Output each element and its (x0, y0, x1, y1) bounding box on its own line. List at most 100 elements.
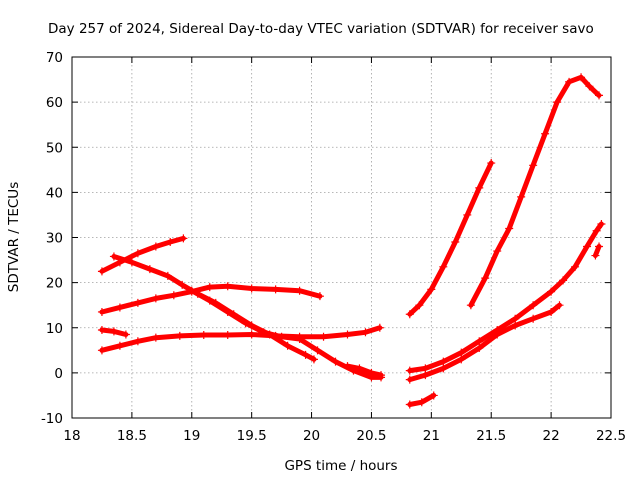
data-point (375, 323, 384, 332)
data-point (127, 258, 136, 267)
y-tick-label: 60 (46, 95, 63, 111)
data-point (247, 284, 256, 293)
data-point (553, 98, 562, 107)
series-s11 (405, 301, 564, 384)
data-point (223, 307, 232, 316)
data-point (405, 375, 414, 384)
data-point (241, 319, 250, 328)
data-point (595, 242, 604, 251)
data-point (223, 330, 232, 339)
data-point (511, 314, 520, 323)
data-point (166, 238, 175, 247)
x-tick-label: 19 (183, 428, 200, 444)
data-point (151, 294, 160, 303)
series-s5 (97, 323, 384, 355)
series-line (189, 288, 384, 380)
series-s10 (405, 219, 606, 375)
data-point (457, 355, 466, 364)
data-point (583, 242, 592, 251)
data-point (367, 368, 376, 377)
chart-title: Day 257 of 2024, Sidereal Day-to-day VTE… (48, 21, 594, 37)
x-tick-label: 22 (543, 428, 560, 444)
series-s9 (466, 73, 604, 310)
data-point (121, 330, 130, 339)
x-tick-label: 18.5 (117, 428, 147, 444)
data-point (343, 362, 352, 371)
data-point (541, 129, 550, 138)
data-point (361, 328, 370, 337)
data-point (405, 366, 414, 375)
series-line (407, 160, 494, 317)
data-point (547, 287, 556, 296)
data-point (199, 330, 208, 339)
data-point (151, 333, 160, 342)
data-point (571, 262, 580, 271)
data-point (405, 310, 414, 319)
data-point (295, 335, 304, 344)
series-s7 (343, 362, 386, 380)
data-point (97, 267, 106, 276)
series-s12 (405, 391, 438, 409)
series-line (468, 74, 602, 308)
data-point (505, 224, 514, 233)
series-line (407, 221, 604, 374)
data-point (517, 192, 526, 201)
data-point (466, 301, 475, 310)
series-s6 (187, 286, 386, 382)
data-point (592, 226, 601, 235)
data-point (451, 238, 460, 247)
data-point (133, 298, 142, 307)
series-s2 (109, 252, 318, 364)
data-point (309, 355, 318, 364)
data-point (178, 280, 187, 289)
y-tick-label: -10 (41, 411, 63, 427)
y-tick-label: 50 (46, 140, 63, 156)
data-point (223, 282, 232, 291)
data-point (457, 348, 466, 357)
data-point (343, 330, 352, 339)
x-tick-label: 20.5 (356, 428, 386, 444)
data-point (187, 286, 196, 295)
data-point (277, 332, 286, 341)
data-point (597, 219, 606, 228)
data-point (511, 321, 520, 330)
series-s4 (97, 326, 130, 339)
data-point (175, 331, 184, 340)
y-tick-label: 40 (46, 185, 63, 201)
data-point (417, 398, 426, 407)
data-point (169, 291, 178, 300)
data-point (427, 285, 436, 294)
data-point (295, 286, 304, 295)
x-tick-label: 21 (423, 428, 440, 444)
x-tick-label: 22.5 (596, 428, 626, 444)
data-point (247, 330, 256, 339)
x-tick-label: 20 (303, 428, 320, 444)
data-point (421, 364, 430, 373)
data-point (97, 326, 106, 335)
data-point (97, 346, 106, 355)
data-point (377, 371, 386, 380)
data-point (151, 242, 160, 251)
data-point (439, 364, 448, 373)
y-axis-label: SDTVAR / TECUs (6, 182, 22, 292)
y-tick-label: 70 (46, 50, 63, 66)
series-s1 (97, 234, 188, 276)
axis-ticks: 18 18.5 19 19.5 20 20.5 21 21.5 22 22.5 -10 0 10 20 30… (41, 50, 626, 444)
data-point (529, 314, 538, 323)
data-point (115, 341, 124, 350)
x-tick-label: 19.5 (237, 428, 267, 444)
data-point (283, 341, 292, 350)
y-tick-label: 10 (46, 321, 63, 337)
data-point (439, 357, 448, 366)
data-point (493, 247, 502, 256)
y-tick-label: 30 (46, 231, 63, 247)
series-line (407, 302, 562, 383)
series-line (99, 325, 383, 353)
data-point (547, 307, 556, 316)
data-point (493, 330, 502, 339)
data-point (439, 262, 448, 271)
data-point (179, 234, 188, 243)
data-point (487, 159, 496, 168)
